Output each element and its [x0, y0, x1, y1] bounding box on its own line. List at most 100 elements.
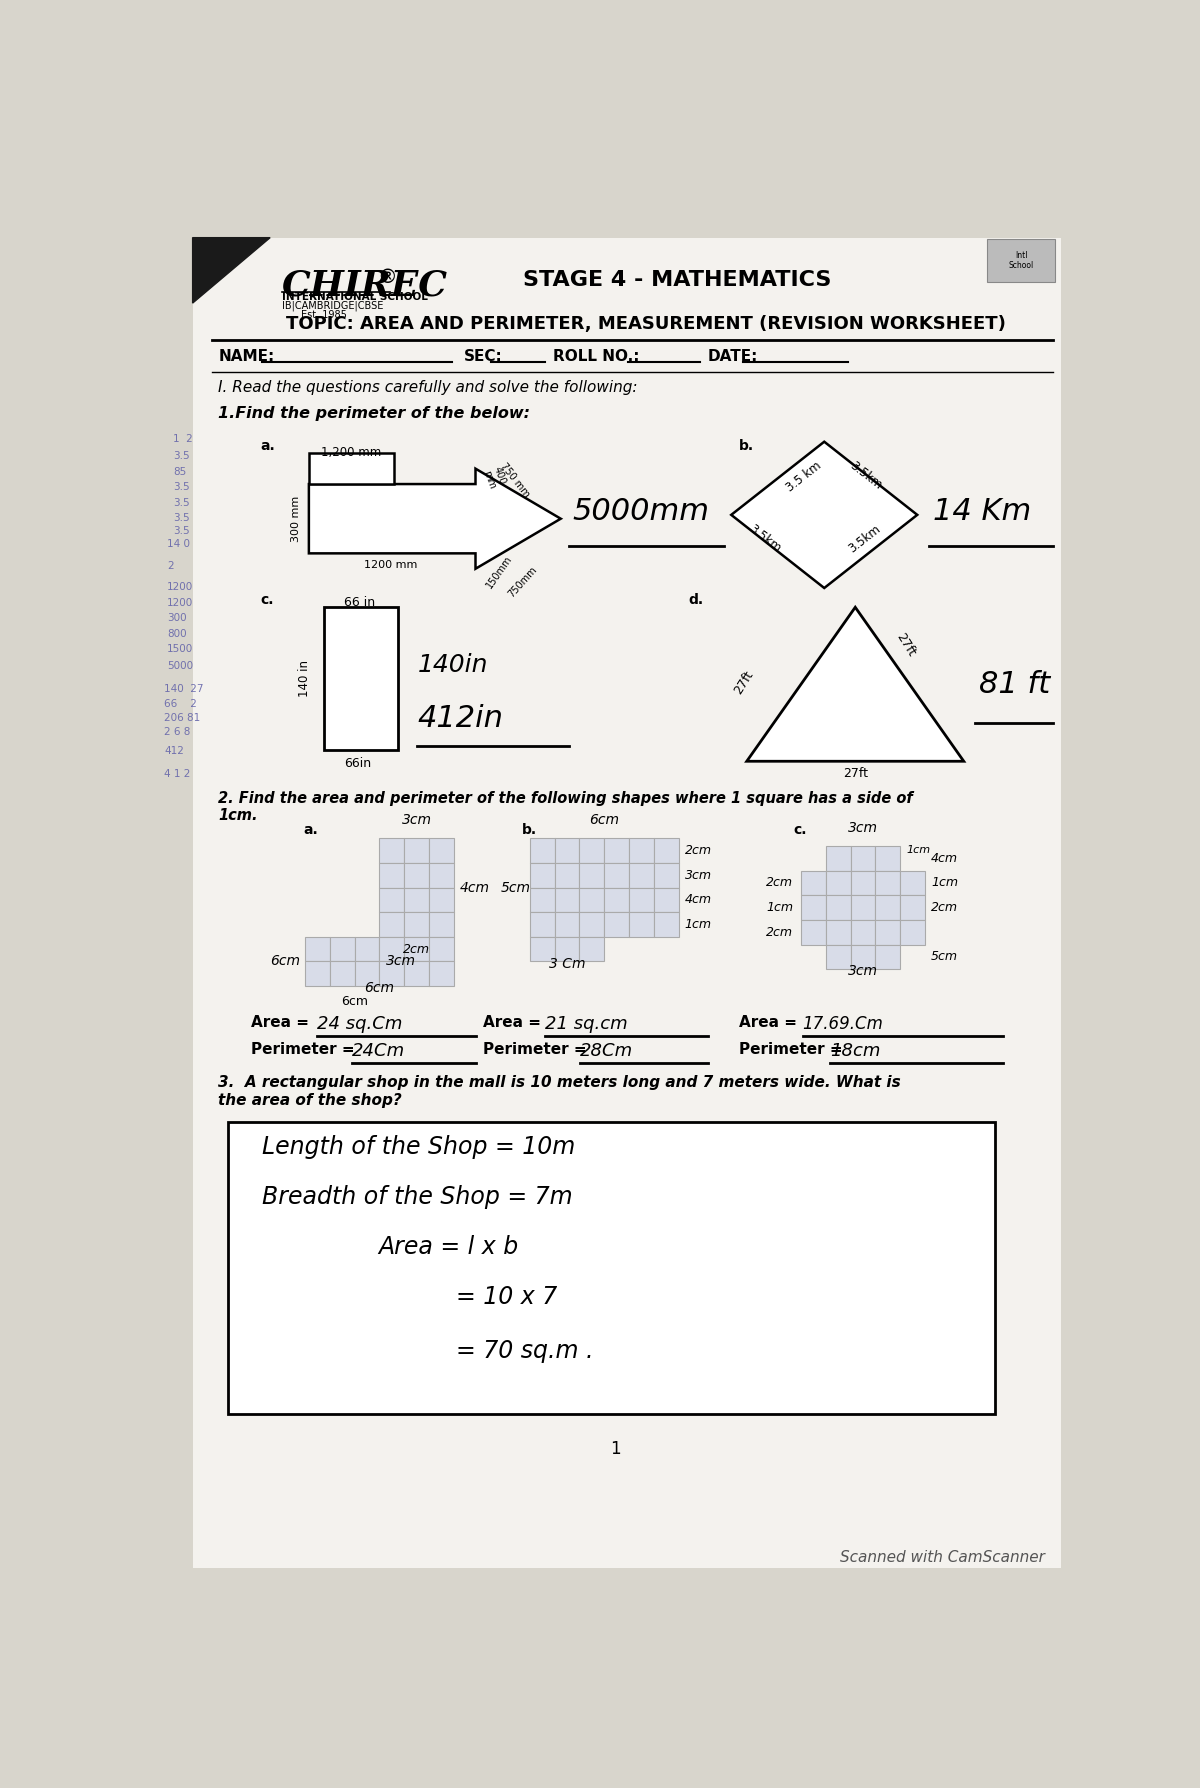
Text: 14 Km: 14 Km	[932, 497, 1031, 526]
Bar	[324, 608, 398, 749]
Text: 1cm: 1cm	[685, 917, 712, 932]
Text: 3cm: 3cm	[848, 821, 878, 835]
Text: c.: c.	[260, 594, 274, 608]
Bar	[604, 887, 629, 912]
Bar	[604, 839, 629, 864]
Text: 140in: 140in	[418, 653, 488, 678]
Text: 27ft: 27ft	[894, 631, 918, 658]
Text: Perimeter =: Perimeter =	[484, 1042, 587, 1057]
Text: 3.5: 3.5	[173, 451, 190, 461]
Bar	[986, 240, 1055, 281]
Text: 2cm: 2cm	[685, 844, 712, 856]
Bar	[305, 937, 330, 962]
Text: 2cm: 2cm	[403, 942, 430, 955]
Text: 300 mm: 300 mm	[290, 495, 301, 542]
Text: I. Read the questions carefully and solve the following:: I. Read the questions carefully and solv…	[218, 381, 637, 395]
Bar	[580, 937, 604, 962]
Bar	[580, 887, 604, 912]
Text: 3.5: 3.5	[173, 513, 190, 524]
Bar	[529, 864, 554, 887]
Text: 6cm: 6cm	[341, 996, 368, 1008]
Bar	[430, 937, 454, 962]
Bar	[876, 846, 900, 871]
Text: IB|CAMBRIDGE|CBSE: IB|CAMBRIDGE|CBSE	[282, 300, 383, 311]
Text: 3cm: 3cm	[685, 869, 712, 881]
Text: 5000: 5000	[167, 662, 193, 670]
Text: 1200: 1200	[167, 597, 193, 608]
Text: 1,200 mm: 1,200 mm	[322, 445, 382, 458]
Text: 17.69.Cm: 17.69.Cm	[803, 1016, 883, 1033]
Text: 24 sq.Cm: 24 sq.Cm	[317, 1016, 402, 1033]
Text: 750 mm: 750 mm	[499, 461, 532, 499]
Text: 1: 1	[610, 1441, 620, 1459]
Text: 6cm: 6cm	[365, 982, 395, 996]
Text: ROLL NO.:: ROLL NO.:	[553, 349, 640, 365]
Text: 4cm: 4cm	[931, 851, 959, 865]
Text: 3 Cm: 3 Cm	[548, 957, 586, 971]
Text: 3.5km: 3.5km	[847, 460, 884, 492]
Text: d.: d.	[689, 594, 703, 608]
Text: 4 1 2: 4 1 2	[164, 769, 191, 778]
Text: 28Cm: 28Cm	[580, 1042, 634, 1060]
Text: = 10 x 7: = 10 x 7	[456, 1286, 557, 1309]
Bar	[404, 839, 430, 864]
Text: 27ft: 27ft	[842, 767, 868, 780]
Bar	[851, 896, 876, 919]
Bar	[554, 839, 580, 864]
Text: 3.5: 3.5	[173, 497, 190, 508]
Text: 3.  A rectangular shop in the mall is 10 meters long and 7 meters wide. What is
: 3. A rectangular shop in the mall is 10 …	[218, 1075, 901, 1109]
Text: 3.5 km: 3.5 km	[784, 460, 824, 495]
Text: 6cm: 6cm	[589, 814, 619, 828]
Text: 3.5km: 3.5km	[846, 522, 883, 556]
Text: Length of the Shop = 10m: Length of the Shop = 10m	[263, 1135, 576, 1159]
Bar	[802, 919, 826, 944]
Text: 3.5: 3.5	[173, 526, 190, 536]
Text: SEC:: SEC:	[464, 349, 503, 365]
Text: 5000mm: 5000mm	[572, 497, 709, 526]
Bar	[629, 864, 654, 887]
Text: 4cm: 4cm	[460, 880, 490, 894]
Text: Perimeter =: Perimeter =	[739, 1042, 842, 1057]
Polygon shape	[308, 468, 560, 569]
Bar	[580, 839, 604, 864]
Bar	[802, 896, 826, 919]
Polygon shape	[746, 608, 964, 762]
Text: 2: 2	[167, 561, 174, 570]
Bar	[654, 839, 678, 864]
Text: Intl
School: Intl School	[1008, 250, 1033, 270]
Text: 2. Find the area and perimeter of the following shapes where 1 square has a side: 2. Find the area and perimeter of the fo…	[218, 790, 913, 822]
Bar	[305, 962, 330, 987]
Bar	[900, 896, 925, 919]
Bar	[826, 871, 851, 896]
Bar	[554, 887, 580, 912]
Bar	[379, 912, 404, 937]
Bar	[430, 839, 454, 864]
Bar	[404, 912, 430, 937]
Bar	[554, 864, 580, 887]
Text: 1cm: 1cm	[931, 876, 959, 889]
Text: 412: 412	[164, 746, 184, 756]
Polygon shape	[308, 454, 394, 485]
Bar	[430, 887, 454, 912]
Bar	[826, 846, 851, 871]
Bar	[379, 839, 404, 864]
Bar	[629, 839, 654, 864]
Bar	[851, 919, 876, 944]
Text: 2cm: 2cm	[767, 876, 793, 889]
Bar	[529, 839, 554, 864]
Text: 140  27: 140 27	[164, 685, 204, 694]
Text: 2cm: 2cm	[767, 926, 793, 939]
Bar	[430, 912, 454, 937]
Bar	[826, 896, 851, 919]
Text: a.: a.	[260, 440, 275, 454]
Text: Breadth of the Shop = 7m: Breadth of the Shop = 7m	[263, 1185, 574, 1209]
Text: 1  2: 1 2	[173, 434, 193, 443]
Bar	[876, 896, 900, 919]
Text: 1cm: 1cm	[906, 846, 930, 855]
Bar	[529, 937, 554, 962]
Bar	[900, 871, 925, 896]
Text: TOPIC: AREA AND PERIMETER, MEASUREMENT (REVISION WORKSHEET): TOPIC: AREA AND PERIMETER, MEASUREMENT (…	[286, 315, 1006, 333]
Text: Area =: Area =	[739, 1016, 797, 1030]
Text: 206 81: 206 81	[164, 713, 200, 722]
Text: = 70 sq.m .: = 70 sq.m .	[456, 1339, 594, 1362]
